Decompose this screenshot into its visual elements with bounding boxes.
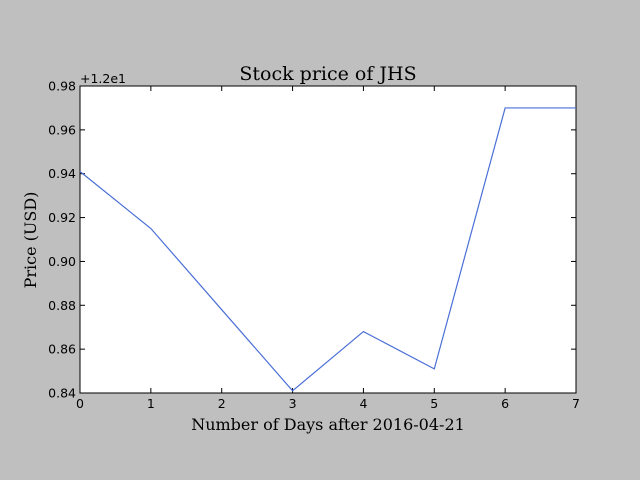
x-tick-label: 5	[430, 396, 438, 411]
y-axis-label: Price (USD)	[21, 192, 40, 289]
x-tick-label: 7	[572, 396, 580, 411]
x-tick-label: 1	[147, 396, 155, 411]
plot-area	[79, 85, 577, 394]
x-tick-label: 6	[501, 396, 509, 411]
y-tick-label: 0.84	[48, 386, 76, 401]
x-axis-ticks: 0 1 2 3 4 5 6 7	[76, 86, 580, 411]
series-line	[79, 107, 576, 392]
y-tick-label: 0.86	[48, 342, 76, 357]
x-tick-label: 2	[218, 396, 226, 411]
y-tick-label: 0.92	[48, 210, 76, 225]
x-axis-label: Number of Days after 2016-04-21	[191, 415, 465, 434]
y-axis-ticks: 0.84 0.86 0.88 0.90 0.92 0.94 0.96 0.98	[48, 79, 576, 401]
x-tick-label: 4	[359, 396, 367, 411]
y-tick-label: 0.88	[48, 298, 76, 313]
y-tick-label: 0.98	[48, 79, 76, 94]
chart-title: Stock price of JHS	[239, 63, 416, 85]
x-tick-label: 0	[76, 396, 84, 411]
y-tick-label: 0.90	[48, 254, 76, 269]
y-tick-label: 0.94	[48, 166, 76, 181]
y-tick-label: 0.96	[48, 122, 76, 137]
x-tick-label: 3	[289, 396, 297, 411]
y-offset-label: +1.2e1	[80, 71, 126, 86]
